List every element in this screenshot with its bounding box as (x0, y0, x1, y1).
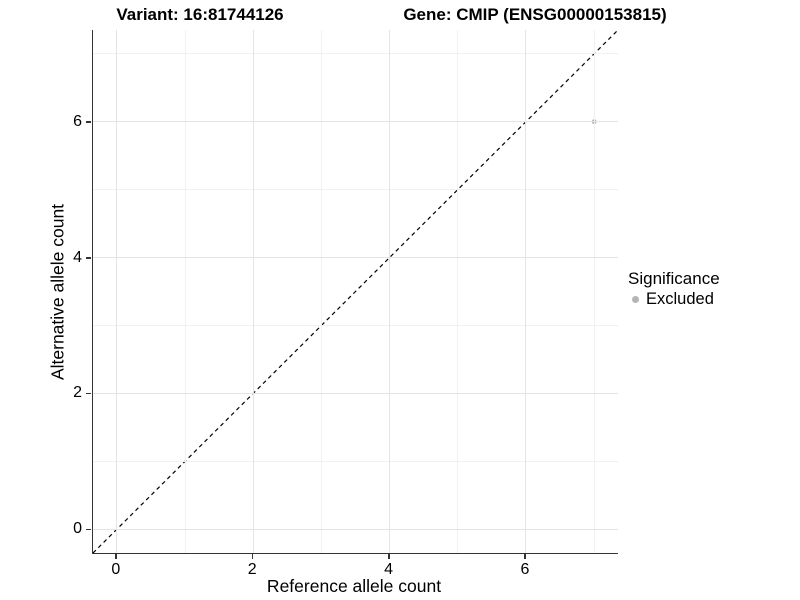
plot-title-gene: Gene: CMIP (ENSG00000153815) (403, 5, 667, 24)
x-axis-tick (115, 554, 117, 559)
minor-gridline-y (93, 324, 618, 326)
y-axis-tick-label: 2 (73, 384, 82, 402)
minor-gridline-x (593, 30, 595, 553)
legend-title: Significance (628, 269, 720, 288)
y-axis-tick (86, 528, 91, 531)
plot-title-variant: Variant: 16:81744126 (116, 5, 284, 24)
y-axis-tick-label: 6 (73, 112, 82, 130)
minor-gridline-x (457, 30, 459, 553)
minor-gridline-x (184, 30, 186, 553)
x-axis-tick-label: 0 (111, 561, 121, 578)
minor-gridline-y (93, 460, 618, 462)
x-axis-tick (388, 554, 390, 559)
x-axis-tick-label: 2 (247, 561, 257, 578)
x-axis-tick (251, 554, 254, 559)
identity-reference-line (93, 30, 618, 553)
y-axis-title: Alternative allele count (47, 203, 68, 381)
x-axis-tick-label: 4 (384, 561, 394, 578)
x-axis-tick-label: 6 (520, 561, 530, 578)
legend-item-excluded: Excluded (628, 289, 720, 310)
major-gridline-x (252, 30, 254, 553)
minor-gridline-y (93, 53, 618, 55)
major-gridline-y (93, 257, 618, 259)
y-axis-tick-label: 4 (73, 248, 82, 266)
x-axis-tick (524, 554, 526, 559)
major-gridline-x (116, 30, 118, 553)
plot-svg-layer (93, 30, 618, 553)
major-gridline-y (93, 528, 618, 530)
legend-item-label: Excluded (646, 290, 714, 308)
major-gridline-x (389, 30, 391, 553)
y-axis-tick (86, 257, 91, 259)
legend-key-dot-icon (632, 296, 639, 303)
major-gridline-y (93, 121, 618, 123)
x-axis-title: Reference allele count (266, 576, 442, 596)
major-gridline-y (93, 392, 618, 394)
y-axis-tick (86, 392, 91, 395)
plot-panel (92, 30, 618, 554)
minor-gridline-y (93, 189, 618, 191)
major-gridline-x (525, 30, 527, 553)
legend: Significance Excluded (628, 268, 720, 310)
y-axis-tick-label: 0 (73, 520, 82, 538)
y-axis-tick (86, 121, 91, 123)
minor-gridline-x (320, 30, 322, 553)
